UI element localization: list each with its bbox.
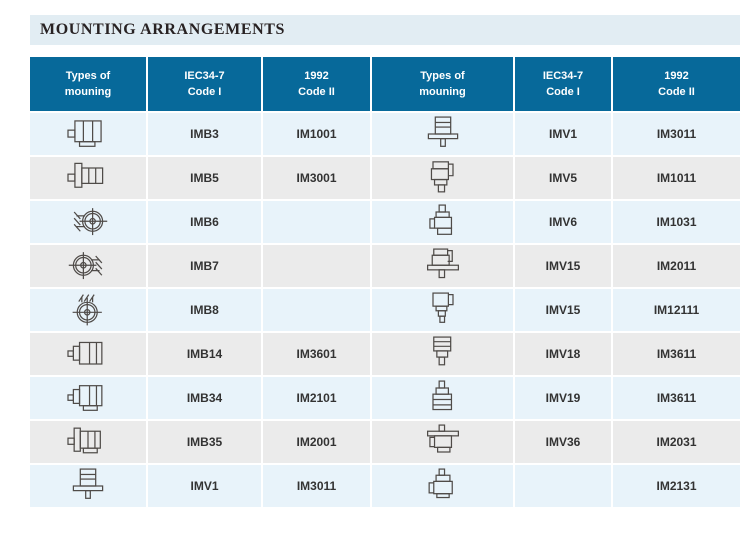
motor-v6-foot-up-icon: [414, 202, 472, 242]
header-line: 1992: [664, 70, 689, 82]
title-bar: MOUNTING ARRANGEMENTS: [30, 15, 740, 45]
code2-cell: IM3611: [613, 333, 740, 375]
mounting-type-cell: [30, 201, 146, 243]
mounting-type-cell: [372, 421, 513, 463]
column-header-iec-left: IEC34-7 Code I: [148, 57, 261, 111]
header-line: 1992: [304, 70, 329, 82]
mounting-type-cell: [30, 289, 146, 331]
mounting-type-cell: [30, 157, 146, 199]
code1-cell: IMV1: [515, 113, 611, 155]
motor-b5-flange-icon: [59, 158, 117, 198]
mounting-type-cell: [372, 113, 513, 155]
column-header-1992-right: 1992 Code II: [613, 57, 740, 111]
motor-b6-wall-left-icon: [59, 202, 117, 242]
code1-cell: IMV5: [515, 157, 611, 199]
code2-cell: IM1031: [613, 201, 740, 243]
code1-cell: IMB35: [148, 421, 261, 463]
column-header-1992-left: 1992 Code II: [263, 57, 370, 111]
header-line: IEC34-7: [184, 70, 225, 82]
mounting-type-cell: [372, 465, 513, 507]
code1-cell: IMV19: [515, 377, 611, 419]
motor-v15-shaft-down-icon: [414, 290, 472, 330]
header-line: Code I: [546, 86, 580, 98]
code2-cell: [263, 245, 370, 287]
mounting-type-cell: [30, 465, 146, 507]
motor-v19-face-up-icon: [414, 378, 472, 418]
motor-v5-foot-down-icon: [414, 158, 472, 198]
code1-cell: IMB34: [148, 377, 261, 419]
mounting-type-cell: [30, 377, 146, 419]
code2-cell: IM2011: [613, 245, 740, 287]
code2-cell: IM2031: [613, 421, 740, 463]
code2-cell: IM3011: [613, 113, 740, 155]
motor-b7-wall-right-icon: [59, 246, 117, 286]
code1-cell: IMB3: [148, 113, 261, 155]
column-header-types-right: Types of mouning: [372, 57, 513, 111]
motor-v15-foot-flange-icon: [414, 246, 472, 286]
code1-cell: IMB5: [148, 157, 261, 199]
code1-cell: IMV36: [515, 421, 611, 463]
code2-cell: IM12111: [613, 289, 740, 331]
code2-cell: IM3011: [263, 465, 370, 507]
code2-cell: [263, 289, 370, 331]
code1-cell: IMB6: [148, 201, 261, 243]
mounting-type-cell: [30, 421, 146, 463]
motor-b35-foot-flange-icon: [59, 422, 117, 462]
header-line: IEC34-7: [542, 70, 584, 82]
code1-cell: IMB14: [148, 333, 261, 375]
code2-cell: IM1001: [263, 113, 370, 155]
header-line: mouning: [419, 86, 466, 98]
motor-b3-foot-icon: [59, 114, 117, 154]
code1-cell: IMB7: [148, 245, 261, 287]
motor-b34-foot-face-icon: [59, 378, 117, 418]
motor-b14-face-icon: [59, 334, 117, 374]
motor-v1-flange-down-icon: [414, 114, 472, 154]
code2-cell: IM1011: [613, 157, 740, 199]
mounting-type-cell: [30, 245, 146, 287]
motor-v-shaft-up-icon: [414, 466, 472, 506]
code1-cell: IMV15: [515, 289, 611, 331]
code1-cell: IMV18: [515, 333, 611, 375]
column-header-types-left: Types of mouning: [30, 57, 146, 111]
header-line: Code II: [298, 86, 335, 98]
code1-cell: IMV15: [515, 245, 611, 287]
code1-cell: IMB8: [148, 289, 261, 331]
mounting-type-cell: [372, 333, 513, 375]
code2-cell: IM3601: [263, 333, 370, 375]
header-line: Code II: [658, 86, 695, 98]
code2-cell: IM2101: [263, 377, 370, 419]
code2-cell: IM2131: [613, 465, 740, 507]
header-line: Types of: [65, 70, 111, 82]
mounting-type-cell: [372, 377, 513, 419]
code1-cell: IMV1: [148, 465, 261, 507]
mounting-type-cell: [372, 289, 513, 331]
motor-v1-flange-down-icon: [59, 466, 117, 506]
mounting-type-cell: [30, 113, 146, 155]
mounting-type-cell: [372, 245, 513, 287]
mounting-type-cell: [372, 157, 513, 199]
mounting-table: Types of mouning IEC34-7 Code I 1992 Cod…: [30, 57, 740, 507]
code1-cell: [515, 465, 611, 507]
header-line: Code I: [187, 86, 222, 98]
page-title: MOUNTING ARRANGEMENTS: [40, 21, 286, 38]
column-header-iec-right: IEC34-7 Code I: [515, 57, 611, 111]
motor-v18-face-down-icon: [414, 334, 472, 374]
header-line: Types of: [420, 70, 465, 82]
mounting-type-cell: [372, 201, 513, 243]
motor-v36-flange-up-icon: [414, 422, 472, 462]
code2-cell: IM3001: [263, 157, 370, 199]
mounting-type-cell: [30, 333, 146, 375]
code2-cell: IM2001: [263, 421, 370, 463]
code1-cell: IMV6: [515, 201, 611, 243]
code2-cell: IM3611: [613, 377, 740, 419]
code2-cell: [263, 201, 370, 243]
motor-b8-ceiling-icon: [59, 290, 117, 330]
header-line: mouning: [64, 86, 112, 98]
